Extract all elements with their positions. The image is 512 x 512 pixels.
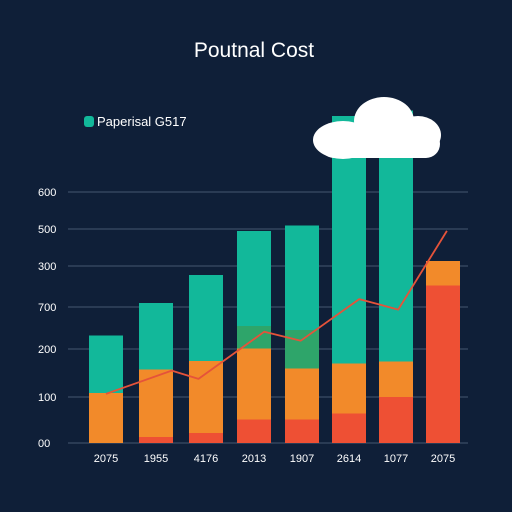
bar-segment-red bbox=[139, 437, 173, 443]
bar-segment-red bbox=[426, 285, 460, 443]
label-layer: 00 100 200 700 300 500 600 2075 1955 4176 2013 1907… bbox=[38, 187, 455, 465]
x-tick-label: 1907 bbox=[290, 453, 314, 465]
bar-segment-orange bbox=[379, 361, 413, 397]
x-tick-label: 1955 bbox=[144, 453, 168, 465]
cloud-icon bbox=[313, 97, 441, 159]
bar-segment-orange bbox=[285, 368, 319, 420]
y-tick-label: 700 bbox=[38, 302, 56, 314]
bar-layer bbox=[89, 110, 460, 443]
bar-segment-orange bbox=[89, 393, 123, 443]
x-tick-label: 4176 bbox=[194, 453, 218, 465]
legend: Paperisal G517 bbox=[84, 114, 187, 129]
bar-segment-teal bbox=[189, 275, 223, 361]
x-tick-label: 1077 bbox=[384, 453, 408, 465]
bar-segment-red bbox=[237, 419, 271, 443]
x-tick-label: 2075 bbox=[431, 453, 455, 465]
bar-segment-teal bbox=[89, 335, 123, 393]
x-tick-label: 2013 bbox=[242, 453, 266, 465]
y-tick-label: 300 bbox=[38, 261, 56, 273]
y-tick-label: 200 bbox=[38, 344, 56, 356]
chart-title: Poutnal Cost bbox=[194, 39, 314, 62]
x-tick-label: 2075 bbox=[94, 453, 118, 465]
bar-segment-orange bbox=[332, 363, 366, 414]
x-tick-label: 2614 bbox=[337, 453, 361, 465]
bar-segment-teal bbox=[285, 225, 319, 330]
trend-line bbox=[105, 230, 448, 395]
bar-segment-orange bbox=[189, 361, 223, 433]
line-layer bbox=[105, 230, 448, 395]
y-tick-label: 100 bbox=[38, 392, 56, 404]
bar-segment-green bbox=[285, 330, 319, 369]
bar-segment-teal bbox=[139, 303, 173, 370]
bar-segment-red bbox=[189, 433, 223, 443]
y-tick-label: 600 bbox=[38, 187, 56, 199]
bar-segment-red bbox=[285, 419, 319, 443]
legend-label: Paperisal G517 bbox=[97, 114, 187, 129]
bar-segment-teal bbox=[237, 231, 271, 326]
bar-segment-orange bbox=[237, 348, 271, 420]
legend-swatch bbox=[84, 116, 94, 127]
bar-segment-green bbox=[237, 326, 271, 349]
bar-segment-orange bbox=[426, 261, 460, 286]
bar-segment-red bbox=[332, 413, 366, 443]
y-tick-label: 500 bbox=[38, 224, 56, 236]
bar-segment-red bbox=[379, 397, 413, 443]
y-tick-label: 00 bbox=[38, 438, 50, 450]
